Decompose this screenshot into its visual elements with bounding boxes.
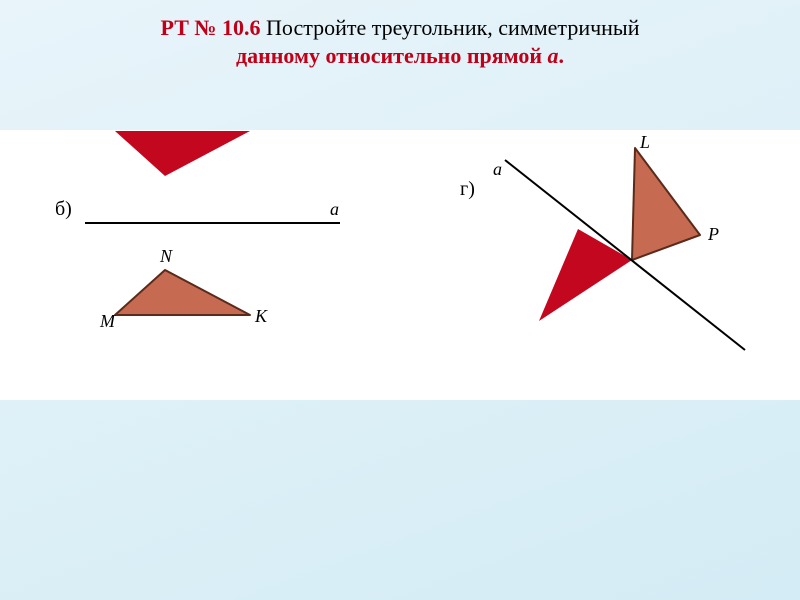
vertex-b-M: M <box>99 311 116 331</box>
axis-label-g: a <box>493 159 502 179</box>
problem-title: РТ № 10.6 Постройте треугольник, симметр… <box>0 14 800 69</box>
axis-line-g <box>505 160 745 350</box>
tri-b-original <box>115 270 250 315</box>
label-g: г) <box>460 178 475 200</box>
title-line-1: РТ № 10.6 Постройте треугольник, симметр… <box>0 14 800 42</box>
title-text-1: Постройте треугольник, симметричный <box>261 15 640 40</box>
vertex-b-K: K <box>254 306 268 326</box>
tri-g-reflected <box>539 229 632 321</box>
title-text-2: данному относительно прямой <box>236 43 548 68</box>
axis-label-b: a <box>330 199 339 219</box>
axis-variable: a <box>548 43 559 68</box>
tri-g-original <box>632 148 700 260</box>
title-period: . <box>559 43 565 68</box>
page: РТ № 10.6 Постройте треугольник, симметр… <box>0 0 800 600</box>
diagram-area: б) a M K Nг) a L P <box>0 130 800 400</box>
tri-b-reflected <box>115 131 250 176</box>
vertex-g-P: P <box>707 224 719 244</box>
geometry-canvas: б) a M K Nг) a L P <box>0 130 800 400</box>
vertex-b-N: N <box>159 246 173 266</box>
vertex-g-L: L <box>639 132 650 152</box>
label-b: б) <box>55 198 72 220</box>
rt-number: РТ № 10.6 <box>161 15 261 40</box>
title-line-2: данному относительно прямой a. <box>0 42 800 70</box>
